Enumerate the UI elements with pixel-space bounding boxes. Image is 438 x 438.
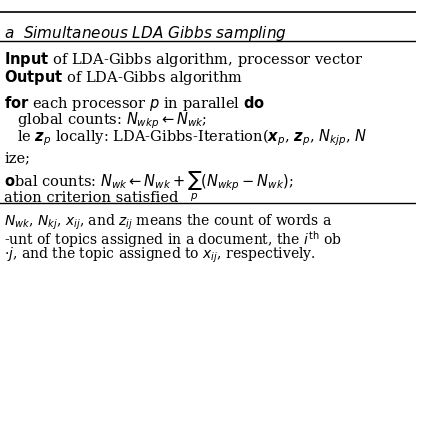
Text: $\mathbf{Output}$ of LDA-Gibbs algorithm: $\mathbf{Output}$ of LDA-Gibbs algorithm — [4, 68, 243, 87]
Text: $\mathbf{Input}$ of LDA-Gibbs algorithm, processor vector: $\mathbf{Input}$ of LDA-Gibbs algorithm,… — [4, 50, 363, 69]
Text: $\cdot j$, and the topic assigned to $x_{ij}$, respectively.: $\cdot j$, and the topic assigned to $x_… — [4, 245, 315, 264]
Text: -unt of topics assigned in a document, the $i^{\mathrm{th}}$ ob: -unt of topics assigned in a document, t… — [4, 229, 341, 250]
Text: ation criterion satisfied: ation criterion satisfied — [4, 191, 178, 205]
Text: global counts: $N_{wkp} \leftarrow N_{wk}$;: global counts: $N_{wkp} \leftarrow N_{wk… — [17, 110, 206, 131]
Text: $a$  $\it{Simultaneous\ LDA\ Gibbs\ sampling}$: $a$ $\it{Simultaneous\ LDA\ Gibbs\ sampl… — [4, 24, 286, 43]
Text: $\mathbf{for}$ each processor $p$ in parallel $\mathbf{do}$: $\mathbf{for}$ each processor $p$ in par… — [4, 94, 265, 113]
Text: $N_{wk}$, $N_{kj}$, $x_{ij}$, and $z_{ij}$ means the count of words a: $N_{wk}$, $N_{kj}$, $x_{ij}$, and $z_{ij… — [4, 212, 332, 232]
Text: le $\boldsymbol{z}_p$ locally: LDA-Gibbs-Iteration($\boldsymbol{x}_p$, $\boldsym: le $\boldsymbol{z}_p$ locally: LDA-Gibbs… — [17, 127, 366, 148]
Text: $\mathbf{o}$bal counts: $N_{wk} \leftarrow N_{wk} + \sum_{p}(N_{wkp} - N_{wk})$;: $\mathbf{o}$bal counts: $N_{wk} \leftarr… — [4, 169, 293, 202]
Text: ize;: ize; — [4, 151, 30, 165]
